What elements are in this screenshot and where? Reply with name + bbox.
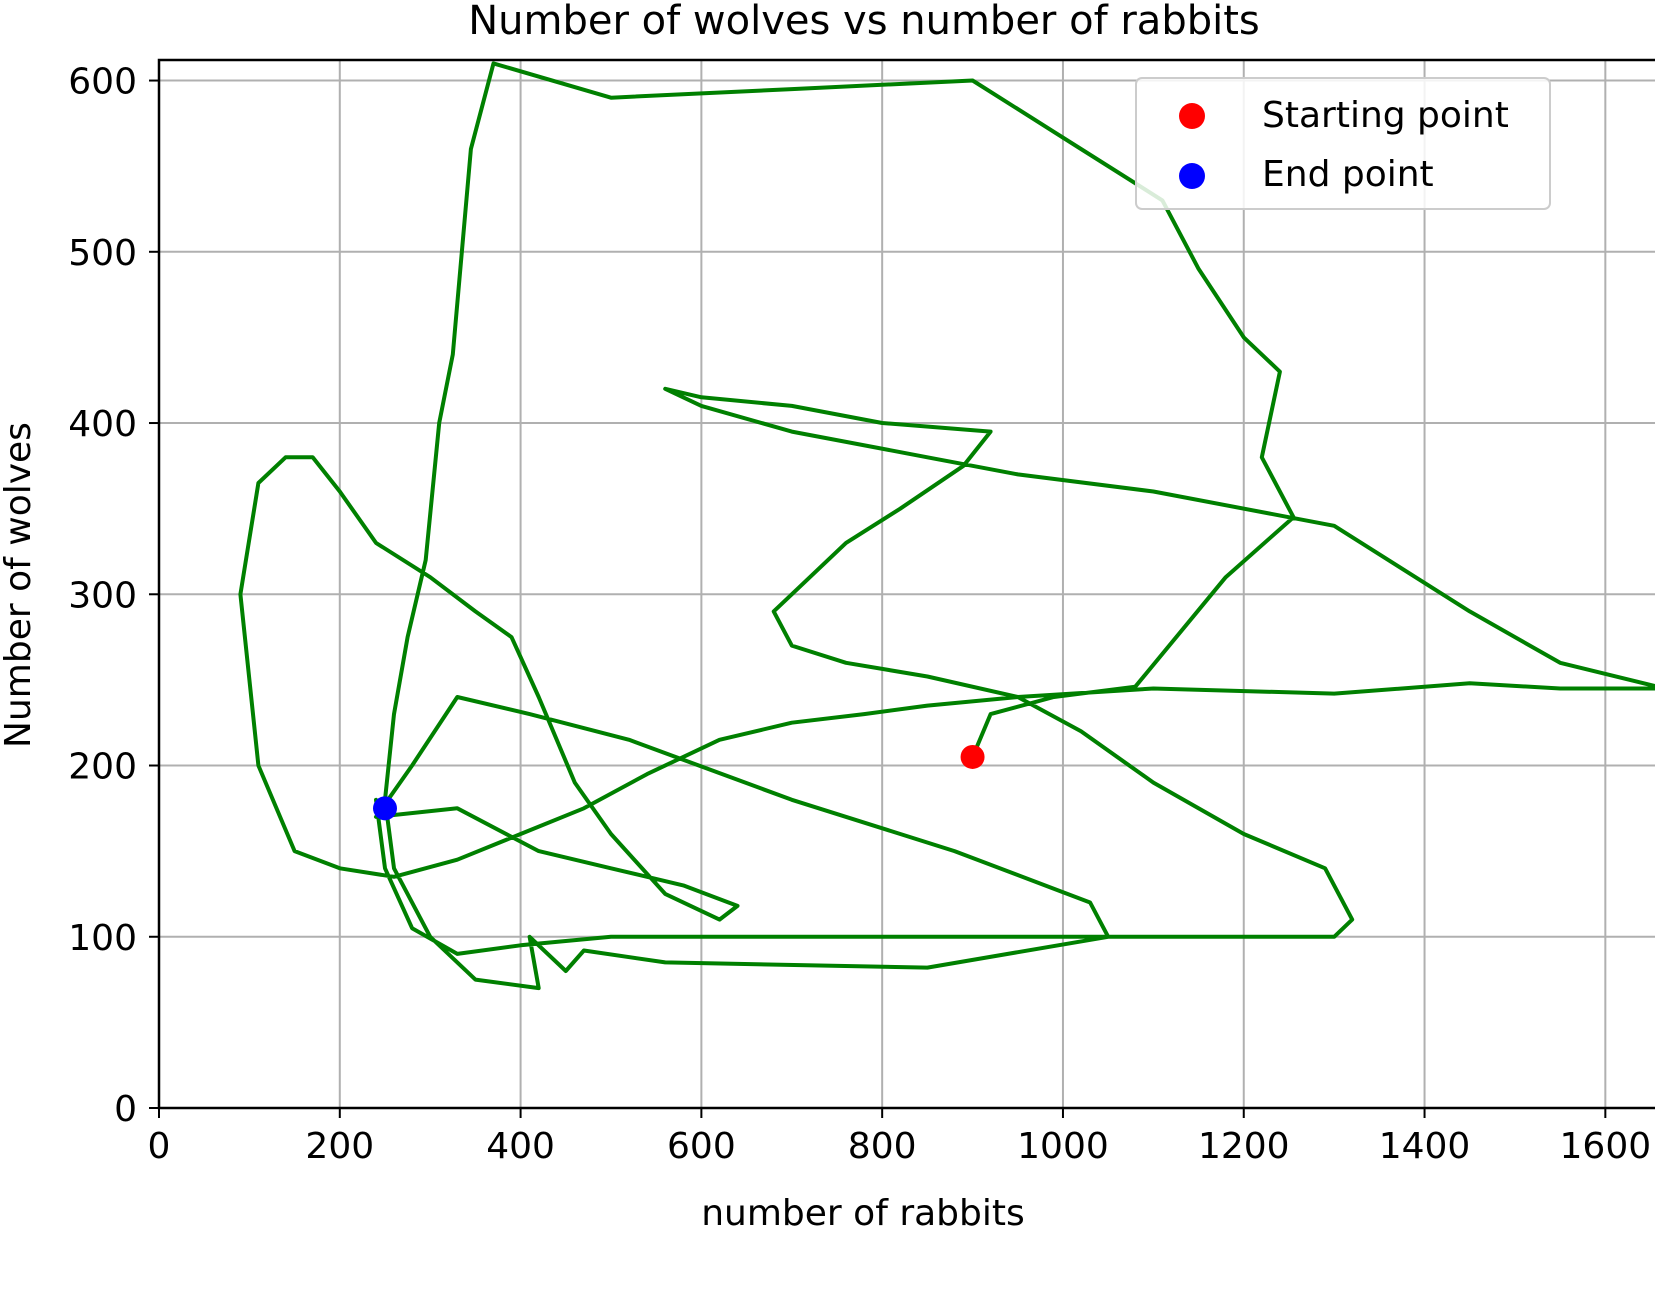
chart-title: Number of wolves vs number of rabbits [468, 0, 1260, 44]
x-tick-label: 1600 [1560, 1126, 1652, 1167]
legend-box [1135, 77, 1551, 210]
x-tick-label: 1000 [1017, 1126, 1109, 1167]
x-axis-ticks: 0 200 400 600 800 1000 1200 1400 1600 [148, 1108, 1652, 1167]
x-axis-label: number of rabbits [701, 1193, 1025, 1234]
x-tick-label: 400 [486, 1126, 555, 1167]
x-tick-label: 200 [305, 1126, 374, 1167]
y-tick-label: 500 [68, 233, 137, 274]
x-tick-label: 600 [667, 1126, 736, 1167]
legend-end-label: End point [1262, 154, 1434, 195]
legend-start-label: Starting point [1262, 95, 1509, 136]
legend-start-marker [1179, 103, 1205, 129]
marker-layer [372, 744, 985, 821]
series-layer [238, 61, 1655, 991]
x-tick-label: 1400 [1379, 1126, 1471, 1167]
y-tick-label: 200 [68, 747, 137, 788]
legend: Starting point End point [1135, 77, 1551, 210]
plot-frame [157, 58, 1655, 1110]
y-tick-label: 400 [68, 404, 137, 445]
y-axis-label: Number of wolves [0, 422, 39, 748]
y-axis-ticks: 0 100 200 300 400 500 600 [68, 62, 159, 1130]
x-tick-label: 0 [148, 1126, 171, 1167]
x-tick-label: 800 [848, 1126, 917, 1167]
y-tick-label: 300 [68, 575, 137, 616]
legend-end-marker [1179, 163, 1205, 189]
end-point-marker [372, 796, 397, 821]
start-point-marker [960, 744, 985, 769]
y-tick-label: 600 [68, 62, 137, 103]
x-tick-label: 1200 [1198, 1126, 1290, 1167]
series-line [238, 61, 1655, 991]
y-tick-label: 0 [114, 1089, 137, 1130]
y-tick-label: 100 [68, 918, 137, 959]
